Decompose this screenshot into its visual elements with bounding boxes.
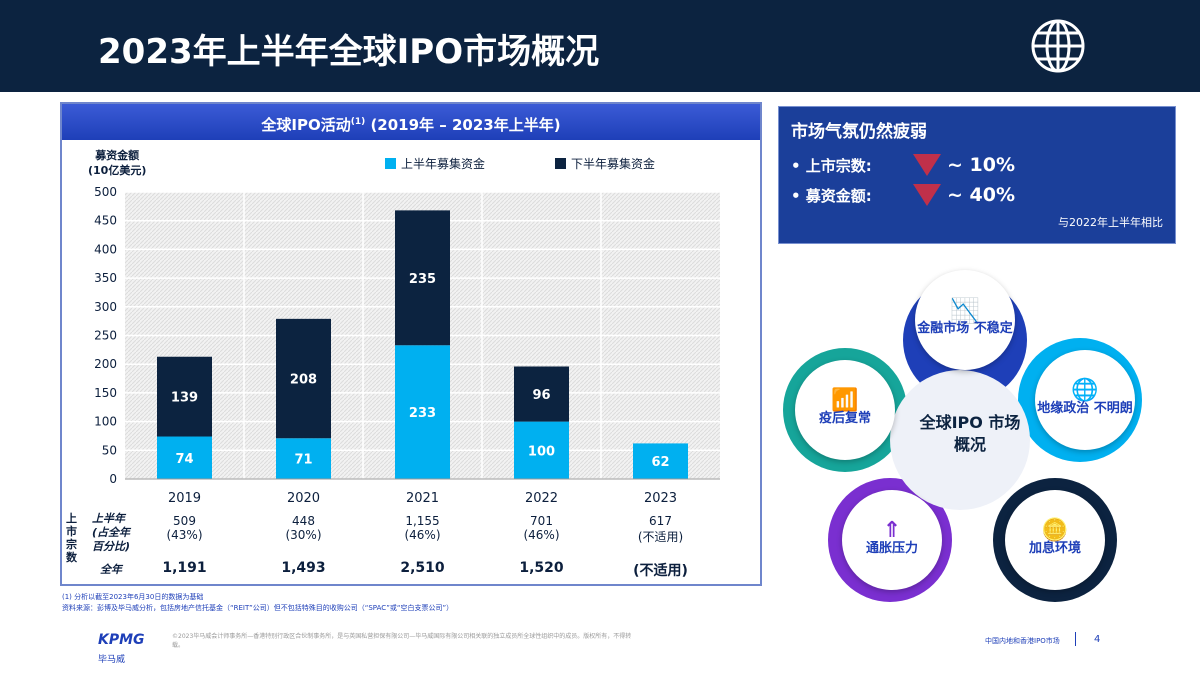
down-arrow-icon — [913, 184, 941, 206]
data-label: 233 — [409, 406, 436, 421]
data-label: 96 — [532, 388, 550, 403]
header: 2023年上半年全球IPO市场概况 — [0, 0, 1200, 92]
bar-h2 — [395, 210, 450, 346]
x-tick-label: 2020 — [287, 491, 320, 506]
factor-interest-rates: 🪙 加息环境 — [1005, 490, 1105, 590]
table-group-label: 上市宗数 — [66, 512, 77, 564]
data-label: 235 — [409, 272, 436, 287]
data-label: 139 — [171, 391, 198, 406]
chart-panel: 全球IPO活动(1) (2019年 – 2023年上半年) — [60, 102, 762, 586]
page-number: 4 — [1094, 634, 1101, 645]
bar-h2 — [157, 356, 212, 437]
bar-h1 — [157, 436, 212, 479]
globe-icon — [1031, 19, 1085, 73]
data-label: 62 — [651, 455, 669, 470]
coins-icon: 🪙 — [1041, 518, 1069, 543]
y-tick-label: 0 — [109, 472, 117, 486]
page-title: 2023年上半年全球IPO市场概况 — [98, 32, 600, 72]
rising-arrows-icon: ⇑ — [882, 518, 902, 543]
row-label-h1: 上半年 (占全年 百分比) — [92, 512, 131, 553]
section-label: 中国内地和香港IPO市场 — [985, 637, 1060, 645]
key-note: 与2022年上半年相比 — [1058, 216, 1163, 229]
table-cell-full: 1,191 — [162, 560, 207, 576]
table-cell-full: 1,493 — [281, 560, 326, 576]
bar-h1 — [514, 421, 569, 479]
y-tick-label: 400 — [94, 242, 117, 256]
chart-title: 全球IPO活动(1) (2019年 – 2023年上半年) — [62, 104, 760, 140]
data-label: 208 — [290, 373, 317, 388]
table-cell-full: (不适用) — [633, 563, 688, 579]
table-cell-h1: 448 (30%) — [285, 514, 322, 542]
factor-reopening: 📶 疫后复常 — [795, 360, 895, 460]
bar-chart: 0 50 100 150 200 250 300 350 400 450 500 74 139 2019 7… — [94, 185, 720, 506]
y-tick-label: 150 — [94, 386, 117, 400]
x-tick-label: 2021 — [406, 491, 439, 506]
source-note: 资料来源：彭博及毕马威分析，包括房地产信托基金（“REIT”公司）但不包括特殊目… — [62, 604, 454, 612]
x-tick-label: 2022 — [525, 491, 558, 506]
x-tick-label: 2023 — [644, 491, 677, 506]
bar-h1 — [395, 345, 450, 479]
y-tick-label: 50 — [102, 443, 117, 457]
y-tick-label: 350 — [94, 271, 117, 285]
copyright: ©2023毕马威会计师事务所—香港特别行政区合伙制事务所，是与英国私营担保有限公… — [172, 633, 632, 649]
factor-inflation: ⇑ 通胀压力 — [842, 490, 942, 590]
table-cell-h1: 617 (不适用) — [637, 514, 684, 544]
key-row: • 募资金额: ~ 40% — [791, 184, 1016, 206]
data-label: 100 — [528, 444, 555, 459]
data-label: 71 — [294, 453, 312, 468]
y-tick-label: 250 — [94, 329, 117, 343]
table-cell-full: 1,520 — [519, 560, 564, 576]
down-arrow-icon — [913, 154, 941, 176]
y-tick-label: 500 — [94, 185, 117, 199]
row-label-full: 全年 — [100, 563, 122, 576]
factor-geopolitics: 🌐 地缘政治 不明朗 — [1035, 350, 1135, 450]
diagram-center: 全球IPO 市场概况 — [919, 413, 1021, 454]
table-cell-h1: 509 (43%) — [166, 514, 203, 542]
x-tick-label: 2019 — [168, 491, 201, 506]
y-tick-label: 100 — [94, 415, 117, 429]
bar-h1 — [276, 438, 331, 479]
y-tick-label: 200 — [94, 357, 117, 371]
bar-growth-icon: 📶 — [831, 388, 859, 413]
y-tick-label: 300 — [94, 300, 117, 314]
kpmg-logo-cn: 毕马威 — [98, 655, 126, 665]
bar-h1 — [633, 443, 688, 479]
factor-financial-markets: 📉 金融市场 不稳定 — [915, 270, 1015, 370]
globe-icon: 🌐 — [1071, 378, 1099, 403]
key-row: • 上市宗数: ~ 10% — [791, 154, 1016, 176]
chart-icon: 📉 — [950, 297, 980, 325]
table-cell-h1: 701 (46%) — [523, 514, 560, 542]
footnote: (1) 分析以截至2023年6月30日的数据为基础 — [62, 593, 204, 601]
legend-item-h1: 上半年募集资金 — [385, 155, 485, 172]
table-cell-h1: 1,155 (46%) — [404, 514, 441, 542]
key-title: 市场气氛仍然疲弱 — [791, 122, 927, 142]
y-tick-label: 450 — [94, 214, 117, 228]
kpmg-logo: KPMG — [98, 632, 145, 648]
bar-h2 — [276, 318, 331, 439]
key-findings-box: 市场气氛仍然疲弱 • 上市宗数: ~ 10% • 募资金额: ~ 40% 与2022… — [778, 106, 1176, 244]
legend-item-h2: 下半年募集资金 — [555, 155, 655, 172]
bar-h2 — [514, 366, 569, 422]
y-axis-label: 募资金额 (10亿美元) — [88, 149, 147, 177]
data-label: 74 — [175, 452, 193, 467]
table-cell-full: 2,510 — [400, 560, 445, 576]
